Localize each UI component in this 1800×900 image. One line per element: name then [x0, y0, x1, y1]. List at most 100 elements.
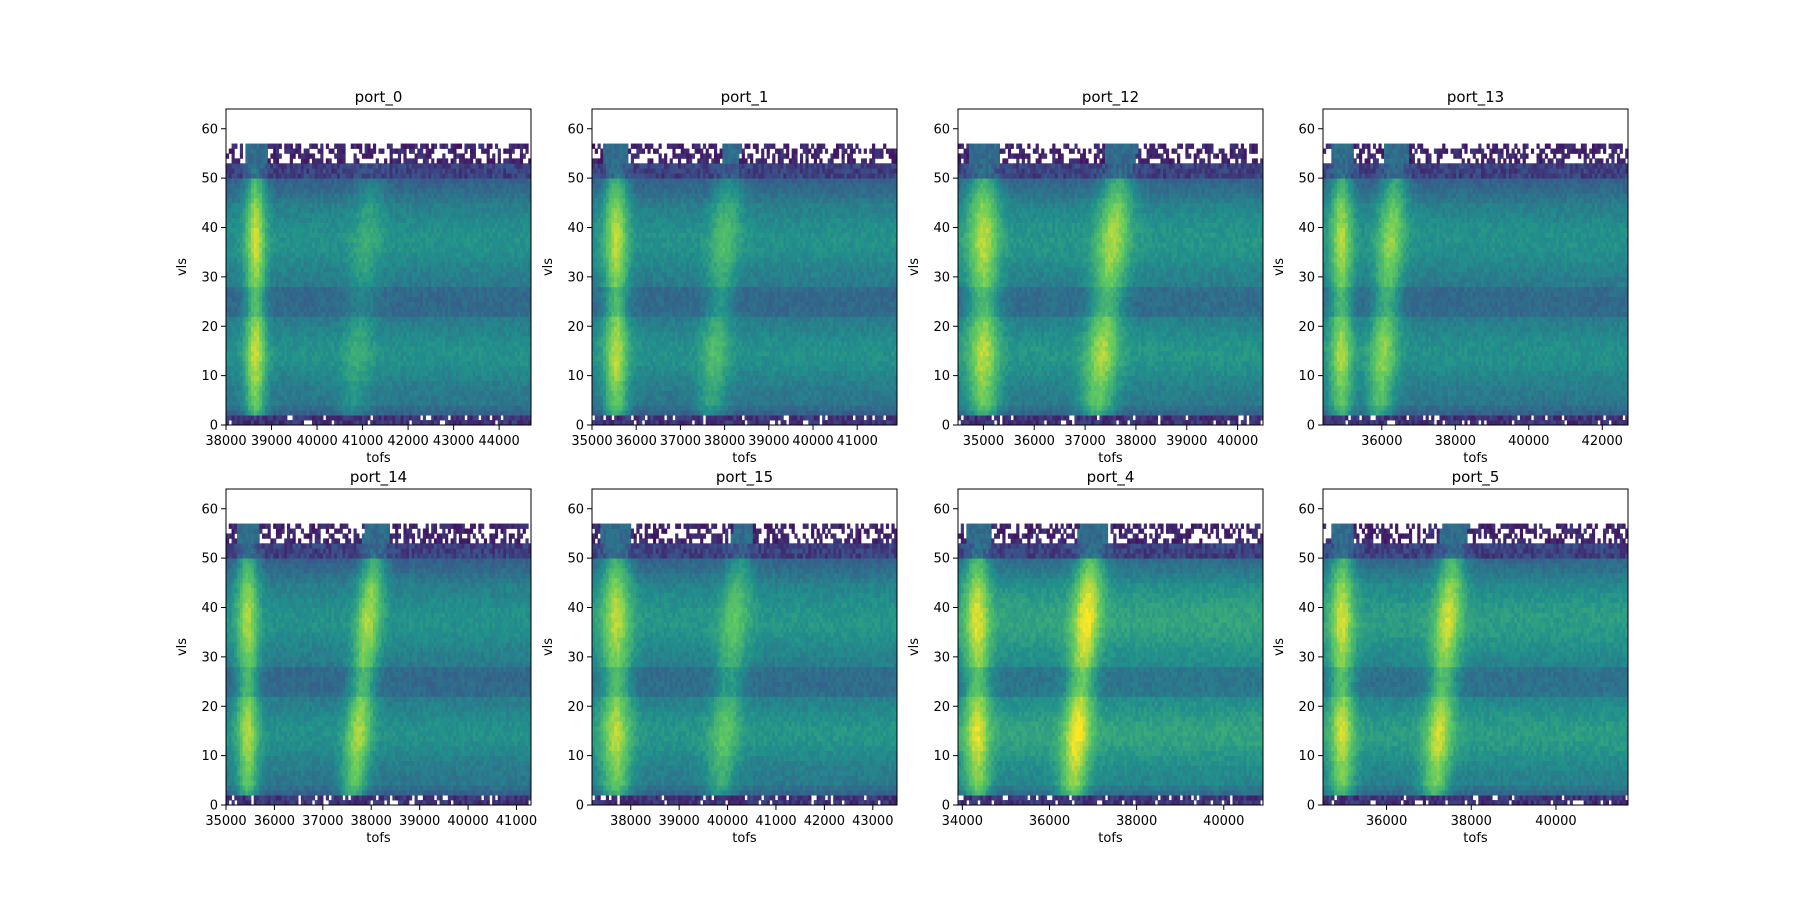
heatmap-cells	[1323, 144, 1628, 426]
y-axis-label: vls	[1272, 638, 1287, 656]
y-tick-label: 20	[933, 320, 950, 335]
x-tick-label: 38000	[1435, 434, 1476, 449]
x-tick-label: 40000	[1535, 814, 1576, 829]
x-tick-label: 36000	[254, 814, 295, 829]
y-tick-label: 30	[567, 270, 584, 285]
y-tick-label: 60	[201, 122, 218, 137]
x-tick-label: 38000	[610, 814, 651, 829]
x-tick-label: 36000	[1366, 814, 1407, 829]
x-axis-label: tofs	[1463, 451, 1488, 466]
x-tick-label: 38000	[351, 814, 392, 829]
x-axis-label: tofs	[366, 451, 391, 466]
y-tick-label: 50	[201, 172, 218, 187]
y-tick-label: 30	[201, 650, 218, 665]
y-tick-label: 40	[933, 601, 950, 616]
y-tick-label: 30	[933, 270, 950, 285]
x-tick-label: 37000	[660, 434, 701, 449]
y-tick-label: 20	[567, 320, 584, 335]
y-tick-label: 10	[201, 369, 218, 384]
x-axis-label: tofs	[1098, 451, 1123, 466]
x-tick-label: 36000	[1029, 814, 1070, 829]
x-tick-label: 36000	[1014, 434, 1055, 449]
x-tick-label: 40000	[1508, 434, 1549, 449]
x-tick-label: 35000	[963, 434, 1004, 449]
y-tick-label: 20	[201, 320, 218, 335]
x-tick-label: 38000	[1116, 814, 1157, 829]
subplot-title: port_15	[716, 468, 773, 487]
x-axis-label: tofs	[732, 451, 757, 466]
subplot-port-1: 35000 36000 37000 38000 39000 40000 4100001020…	[541, 88, 897, 466]
heatmap-cells	[592, 524, 897, 806]
y-tick-label: 0	[576, 419, 584, 434]
subplot-port-14: 35000 36000 37000 38000 39000 40000 4100001020…	[175, 468, 537, 846]
subplot-port-4: 34000 36000 38000 400000102030405060port_4t…	[907, 468, 1263, 846]
x-tick-label: 40000	[1203, 814, 1244, 829]
x-axis-label: tofs	[1098, 831, 1123, 846]
x-tick-label: 38000	[704, 434, 745, 449]
y-tick-label: 50	[933, 552, 950, 567]
x-tick-label: 40000	[707, 814, 748, 829]
x-tick-label: 39000	[1166, 434, 1207, 449]
x-tick-label: 39000	[399, 814, 440, 829]
x-tick-label: 40000	[792, 434, 833, 449]
y-tick-label: 30	[1298, 650, 1315, 665]
y-tick-label: 0	[942, 419, 950, 434]
subplot-port-5: 36000 38000 400000102030405060port_5tofsvl…	[1272, 468, 1628, 846]
y-tick-label: 50	[1298, 552, 1315, 567]
x-axis-label: tofs	[1463, 831, 1488, 846]
y-tick-label: 0	[210, 419, 218, 434]
x-tick-label: 40000	[447, 814, 488, 829]
y-tick-label: 60	[1298, 122, 1315, 137]
heatmap-cells	[226, 144, 531, 426]
subplot-port-12: 35000 36000 37000 38000 39000 400000102030405…	[907, 88, 1263, 466]
y-tick-label: 50	[933, 172, 950, 187]
y-tick-label: 60	[933, 502, 950, 517]
y-tick-label: 50	[201, 552, 218, 567]
x-tick-label: 38000	[1115, 434, 1156, 449]
subplot-port-13: 36000 38000 40000 420000102030405060port_13…	[1272, 88, 1628, 466]
y-tick-label: 20	[1298, 700, 1315, 715]
heatmap-cells	[592, 144, 897, 426]
y-tick-label: 40	[567, 221, 584, 236]
y-axis-label: vls	[541, 258, 556, 276]
y-axis-label: vls	[907, 638, 922, 656]
heatmap-cells	[958, 524, 1263, 806]
y-tick-label: 10	[567, 749, 584, 764]
subplot-title: port_1	[721, 88, 769, 107]
heatmap-cells	[226, 524, 531, 806]
y-tick-label: 40	[567, 601, 584, 616]
y-tick-label: 0	[1307, 799, 1315, 814]
x-tick-label: 35000	[205, 814, 246, 829]
y-tick-label: 60	[567, 122, 584, 137]
heatmap-cells	[958, 144, 1263, 426]
subplot-port-15: 38000 39000 40000 41000 42000 430000102030405…	[541, 468, 897, 846]
y-tick-label: 20	[933, 700, 950, 715]
x-tick-label: 38000	[205, 434, 246, 449]
subplot-title: port_14	[350, 468, 407, 487]
subplot-title: port_12	[1082, 88, 1139, 107]
x-tick-label: 43000	[433, 434, 474, 449]
x-tick-label: 41000	[496, 814, 537, 829]
x-tick-label: 39000	[251, 434, 292, 449]
x-tick-label: 44000	[478, 434, 519, 449]
subplot-title: port_5	[1452, 468, 1500, 487]
y-tick-label: 0	[1307, 419, 1315, 434]
y-tick-label: 20	[1298, 320, 1315, 335]
y-tick-label: 10	[1298, 369, 1315, 384]
y-tick-label: 40	[933, 221, 950, 236]
y-tick-label: 0	[576, 799, 584, 814]
x-tick-label: 40000	[296, 434, 337, 449]
subplot-title: port_4	[1087, 468, 1135, 487]
x-tick-label: 35000	[571, 434, 612, 449]
y-axis-label: vls	[541, 638, 556, 656]
x-tick-label: 41000	[837, 434, 878, 449]
y-tick-label: 10	[933, 369, 950, 384]
y-tick-label: 10	[933, 749, 950, 764]
subplot-title: port_13	[1447, 88, 1504, 107]
y-tick-label: 50	[567, 552, 584, 567]
y-tick-label: 50	[567, 172, 584, 187]
x-tick-label: 36000	[1361, 434, 1402, 449]
x-tick-label: 41000	[342, 434, 383, 449]
y-tick-label: 30	[201, 270, 218, 285]
x-tick-label: 41000	[755, 814, 796, 829]
